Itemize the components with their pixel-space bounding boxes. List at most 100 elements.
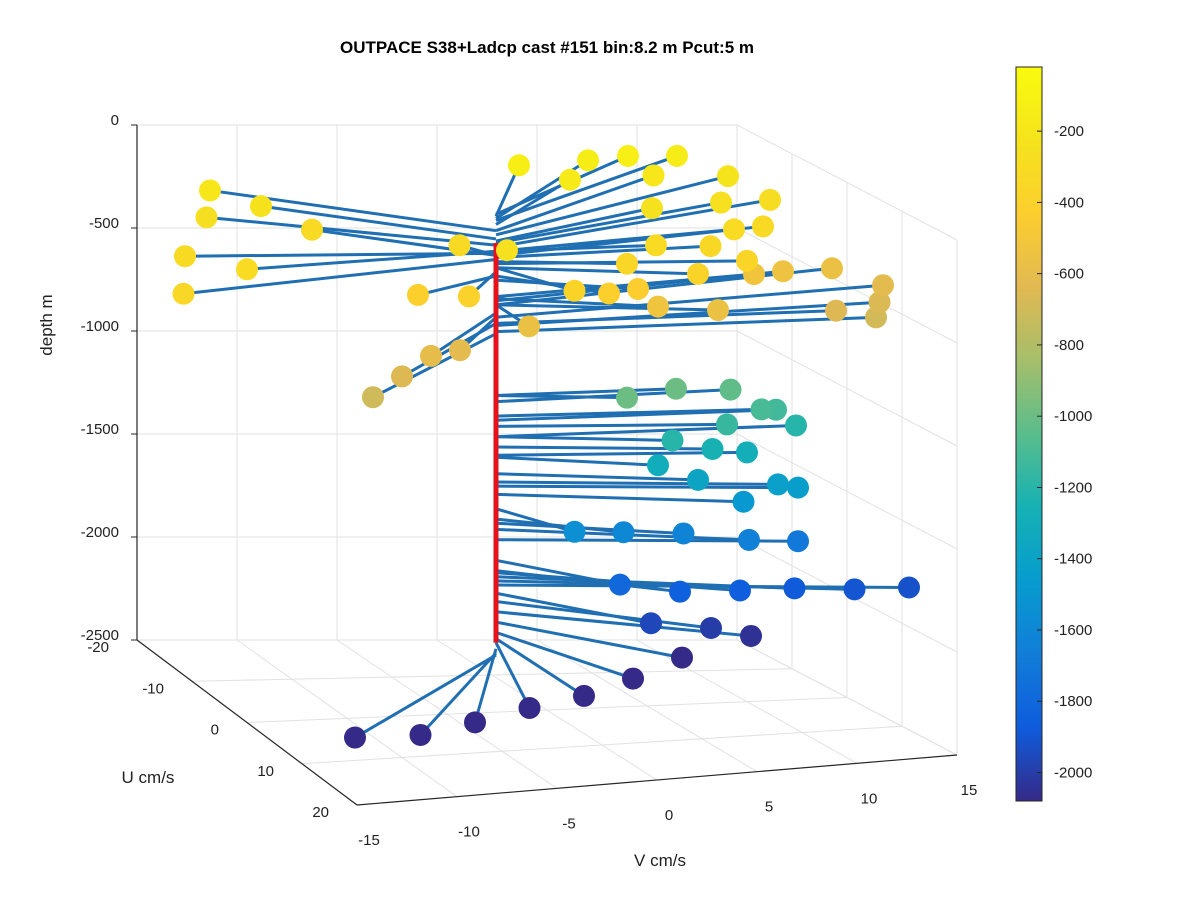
velocity-stem [495,174,654,233]
velocity-marker [687,262,709,285]
velocity-marker [344,726,366,749]
colorbar-tick-label: -1800 [1054,693,1092,710]
velocity-marker [559,168,581,191]
z-tick-label: -500 [89,215,119,232]
velocity-marker [464,711,486,734]
velocity-marker [700,617,722,639]
velocity-stem [494,642,531,709]
velocity-marker [701,438,724,460]
velocity-marker [898,576,920,599]
velocity-stem [495,244,711,259]
velocity-stem [495,266,575,293]
colorbar-tick-label: -200 [1054,123,1084,140]
colorbar-tick-label: -1400 [1054,551,1092,568]
velocity-marker [783,577,806,600]
velocity-marker [767,473,789,496]
colorbar-tick-label: -400 [1054,194,1084,211]
velocity-marker [868,291,891,314]
v-tick-label: 10 [861,790,878,807]
z-axis-label: depth m [37,294,56,355]
velocity-stem [495,243,657,253]
velocity-stem [495,472,699,482]
velocity-stem [495,517,624,534]
velocity-marker [458,285,480,308]
y-axis-label: U cm/s [122,768,175,787]
colorbar-tick-label: -1200 [1054,479,1092,496]
chart-title: OUTPACE S38+Ladcp cast #151 bin:8.2 m Pc… [340,38,754,57]
velocity-marker [195,206,218,229]
velocity-marker [787,530,809,553]
velocity-marker [236,258,258,281]
velocity-stem [495,630,634,680]
velocity-marker [843,578,866,601]
velocity-stem [495,492,744,504]
velocity-marker [420,344,442,367]
velocity-stem [495,309,837,325]
velocity-stem [354,653,497,739]
velocity-marker [616,386,638,409]
velocity-marker [699,235,722,258]
velocity-marker [666,144,688,167]
velocity-stem [206,215,497,247]
velocity-stem [495,227,735,253]
velocity-marker [736,249,758,272]
z-tick-label: -1500 [81,421,119,438]
colorbar-gradient [1015,66,1043,802]
velocity-marker [199,179,221,202]
velocity-stem [495,422,728,428]
velocity-marker [172,282,195,305]
u-tick-label: -20 [87,639,109,656]
u-tick-label: 0 [211,722,219,739]
velocity-marker [617,144,639,167]
velocity-stem [495,272,755,299]
velocity-stem [495,266,699,276]
grid-line [301,725,903,765]
v-tick-label: -15 [358,832,380,849]
velocity-marker [642,164,665,187]
velocity-marker [872,274,894,297]
velocity-marker [362,386,384,409]
velocity-stem [495,388,731,404]
grid-line [736,433,958,550]
v-tick-label: 5 [765,799,773,816]
velocity-marker [640,612,662,635]
z-tick-label: -2500 [81,627,119,644]
velocity-marker [609,573,631,596]
velocity-stem [495,591,652,625]
velocity-stem [495,620,683,660]
velocity-stem [495,507,575,534]
velocity-marker [518,696,541,719]
velocity-marker [449,339,471,362]
u-tick-label: -10 [142,680,164,697]
velocity-stem [495,315,877,334]
velocity-marker [732,490,755,513]
velocity-marker [716,413,738,436]
velocity-marker [622,667,644,690]
velocity-marker [738,528,760,551]
velocity-marker [598,282,620,305]
z-tick-label: 0 [111,112,119,129]
velocity-marker [785,414,807,437]
z-tick-label: -2000 [81,524,119,541]
v-axis-line [356,754,958,806]
velocity-stem [495,455,659,467]
velocity-marker [407,283,429,306]
velocity-marker [717,165,739,188]
u-tick-label: 20 [312,804,329,821]
velocity-stem [495,201,722,245]
z-tick-label: -1000 [81,318,119,335]
velocity-marker [577,149,599,172]
velocity-stem [419,651,498,736]
velocity-stem [495,480,779,486]
velocity-marker [671,646,693,669]
grid-line [246,697,848,723]
velocity-marker [672,522,695,545]
velocity-marker [448,234,471,257]
colorbar-tick-label: -1600 [1054,622,1092,639]
velocity-marker [736,441,758,464]
velocity-marker [707,299,729,322]
velocity-stem [495,407,762,418]
velocity-stem [495,174,729,237]
x-axis-label: V cm/s [634,851,686,870]
grid-line [736,330,958,447]
